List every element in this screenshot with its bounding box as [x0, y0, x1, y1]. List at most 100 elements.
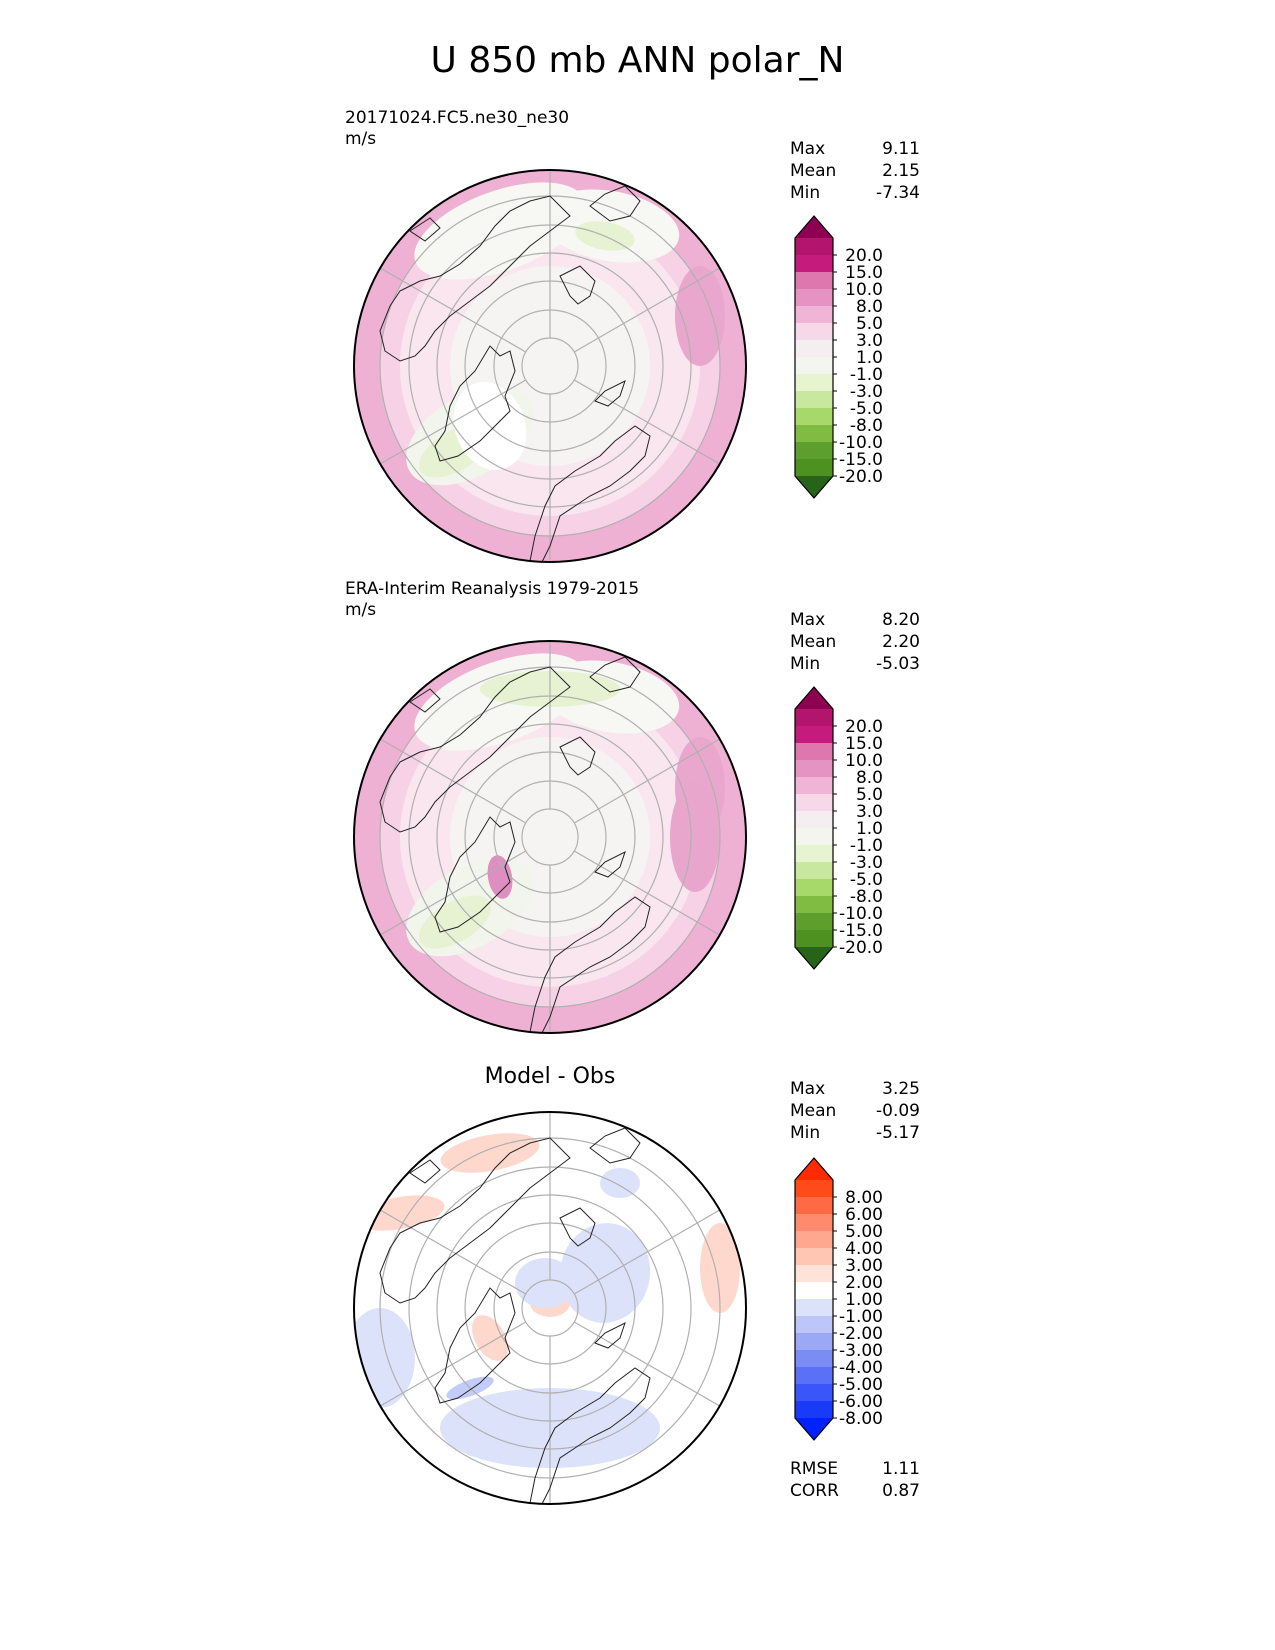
field-contour — [440, 1133, 540, 1173]
colorbar-segment — [795, 1282, 833, 1300]
coastline — [379, 195, 571, 362]
colorbar-tick-label: 5.00 — [845, 1222, 883, 1242]
panel-obs: ERA-Interim Reanalysis 1979-2015 m/s Max… — [0, 579, 1275, 1059]
coastline — [589, 185, 641, 222]
colorbar-segment — [795, 1333, 833, 1351]
coastline — [379, 666, 571, 833]
panel-model: 20171024.FC5.ne30_ne30 m/s Max 9.11 Mean 2… — [0, 108, 1275, 588]
colorbar-tick-label: 2.00 — [845, 1273, 883, 1293]
colorbar-tick-label: -6.00 — [839, 1392, 883, 1412]
colorbar-tick-label: 15.0 — [845, 263, 883, 283]
coastline — [434, 816, 516, 933]
colorbar-tick-label: 1.0 — [856, 348, 883, 368]
meridian-line — [573, 850, 721, 936]
panel-diff: Model - Obs Max 3.25 Mean -0.09 Min -5.17 8… — [0, 1060, 1275, 1540]
colorbar-tick-label: 3.0 — [856, 802, 883, 822]
stat-min: Min -5.03 — [790, 654, 920, 674]
colorbar-tick-label: 4.00 — [845, 1239, 883, 1259]
figure-title: U 850 mb ANN polar_N — [430, 40, 845, 81]
field-contour — [675, 266, 725, 366]
colorbar-extend-bottom — [795, 1418, 833, 1440]
colorbar-segment — [795, 1401, 833, 1419]
coastline — [379, 1137, 571, 1304]
colorbar-segment — [795, 709, 833, 727]
colorbar-obs: 20.015.010.08.05.03.01.0-1.0-3.0-5.0-8.0… — [794, 686, 883, 970]
colorbar-segment — [795, 272, 833, 290]
colorbar-segment — [795, 726, 833, 744]
stat-max: Max 8.20 — [790, 610, 920, 630]
colorbar-segment — [795, 811, 833, 829]
colorbar-tick-label: -10.0 — [839, 433, 883, 453]
colorbar-tick-label: 1.0 — [856, 819, 883, 839]
meridian-line — [379, 379, 527, 465]
field-contour — [600, 1168, 640, 1198]
colorbar-tick-label: 20.0 — [845, 717, 883, 737]
colorbar-segment — [795, 1299, 833, 1317]
colorbar-segment — [795, 1197, 833, 1215]
meridian-line — [573, 1321, 721, 1407]
stats-box: Max 8.20 Mean 2.20 Min -5.03 — [790, 609, 920, 675]
colorbar-segment — [795, 391, 833, 409]
colorbar-tick-label: 10.0 — [845, 751, 883, 771]
colorbar-segment — [795, 255, 833, 273]
coastline — [409, 688, 441, 713]
colorbar-tick-label: 1.00 — [845, 1290, 883, 1310]
map-field — [354, 1112, 746, 1504]
colorbar-segment — [795, 828, 833, 846]
coastline — [529, 425, 651, 562]
coastline — [559, 736, 596, 776]
coastline — [594, 380, 626, 407]
colorbar-segment — [795, 306, 833, 324]
colorbar-segment — [795, 408, 833, 426]
coastline — [594, 1322, 626, 1349]
metric-corr: CORR 0.87 — [790, 1481, 920, 1501]
field-contour — [559, 1223, 651, 1323]
colorbar-tick-label: 15.0 — [845, 734, 883, 754]
colorbar-tick-label: 3.00 — [845, 1256, 883, 1276]
field-contour — [700, 1223, 740, 1313]
colorbar-tick-label: -8.0 — [850, 887, 883, 907]
colorbar-segment — [795, 913, 833, 931]
colorbar-segment — [795, 323, 833, 341]
colorbar-tick-label: -15.0 — [839, 921, 883, 941]
meridian-line — [573, 738, 721, 824]
stat-mean: Mean 2.20 — [790, 632, 920, 652]
stat-max: Max 9.11 — [790, 139, 920, 159]
colorbar-segment — [795, 777, 833, 795]
stat-max: Max 3.25 — [790, 1079, 920, 1099]
panel-title: Model - Obs — [484, 1064, 616, 1089]
polar-map-model — [353, 169, 747, 563]
meridian-line — [573, 267, 721, 353]
field-contour — [670, 782, 720, 892]
colorbar-segment — [795, 289, 833, 307]
colorbar-segment — [795, 1248, 833, 1266]
coastline — [434, 345, 516, 462]
colorbar-segment — [795, 374, 833, 392]
coastline — [589, 656, 641, 693]
colorbar-tick-label: 8.0 — [856, 768, 883, 788]
colorbar-tick-label: -5.0 — [850, 399, 883, 419]
colorbar-segment — [795, 340, 833, 358]
coastline — [594, 851, 626, 878]
colorbar-segment — [795, 459, 833, 477]
meridian-line — [379, 1321, 527, 1407]
colorbar-segment — [795, 238, 833, 256]
stat-mean: Mean 2.15 — [790, 161, 920, 181]
colorbar-tick-label: -1.0 — [850, 365, 883, 385]
metric-rmse: RMSE 1.11 — [790, 1459, 920, 1479]
colorbar-tick-label: -5.0 — [850, 870, 883, 890]
map-boundary — [353, 169, 747, 563]
meridian-line — [573, 1209, 721, 1295]
colorbar-segment — [795, 1180, 833, 1198]
colorbar-segment — [795, 357, 833, 375]
colorbar-segment — [795, 794, 833, 812]
coastline — [529, 1367, 651, 1504]
colorbar-tick-label: -5.00 — [839, 1375, 883, 1395]
colorbar-diff: 8.006.005.004.003.002.001.00-1.00-2.00-3… — [794, 1157, 883, 1441]
colorbar-tick-label: 20.0 — [845, 246, 883, 266]
colorbar-extend-top — [795, 687, 833, 709]
colorbar-segment — [795, 743, 833, 761]
colorbar-tick-label: -3.0 — [850, 853, 883, 873]
map-boundary — [353, 1111, 747, 1505]
colorbar-extend-top — [795, 216, 833, 238]
